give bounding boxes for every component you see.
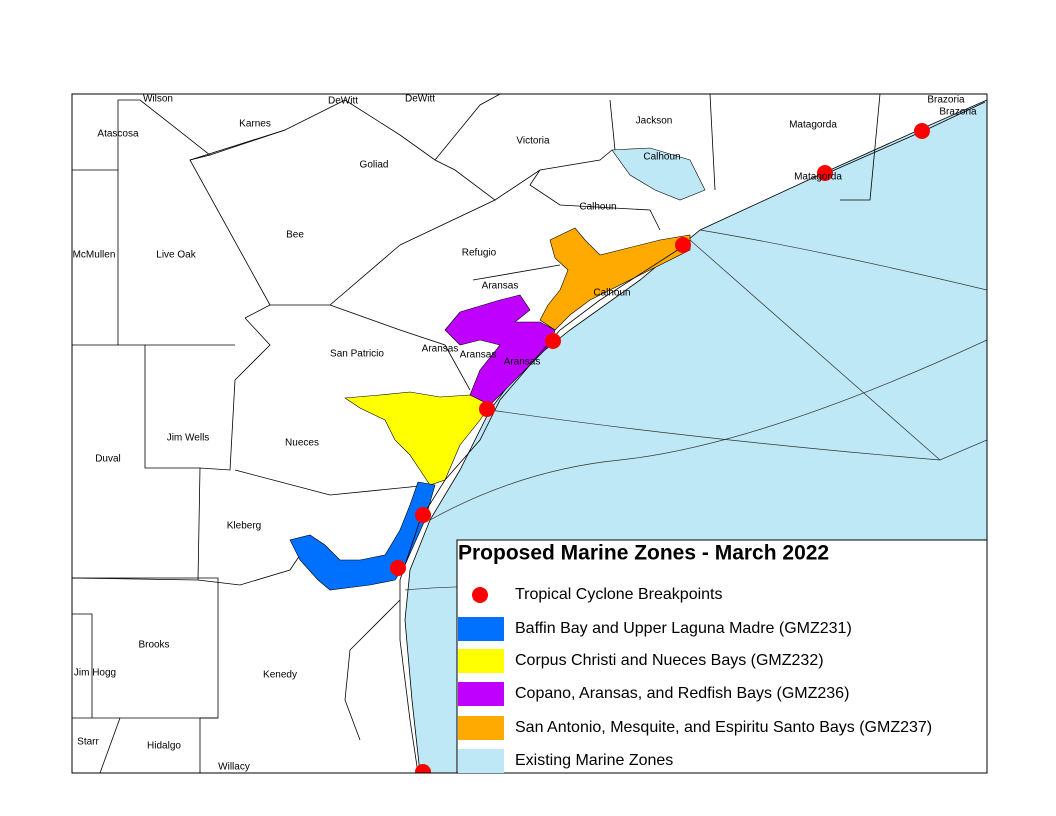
county-label: Matagorda [789, 120, 837, 131]
county-lines [72, 94, 881, 773]
breakpoint [390, 560, 406, 576]
county-label: Brazoria [927, 95, 965, 106]
county-label: DeWitt [405, 94, 435, 105]
zone-gmz236 [444, 294, 556, 406]
legend-swatch [458, 617, 504, 641]
breakpoint [415, 764, 431, 773]
county-label: Bee [286, 230, 304, 241]
legend-label: Baffin Bay and Upper Laguna Madre (GMZ23… [515, 620, 852, 637]
county-label: Duval [95, 454, 121, 465]
legend-dot [472, 587, 488, 603]
county-label: Calhoun [643, 152, 680, 163]
county-label: Aransas [460, 350, 497, 361]
zone-gmz232 [344, 391, 491, 486]
legend-label: Copano, Aransas, and Redfish Bays (GMZ23… [515, 685, 849, 702]
breakpoint [545, 333, 561, 349]
county-label: San Patricio [330, 349, 384, 360]
legend-label: Tropical Cyclone Breakpoints [515, 586, 723, 603]
legend-swatch [458, 716, 504, 740]
county-label: Jim Wells [167, 433, 210, 444]
legend-swatch [458, 749, 504, 773]
legend: Proposed Marine Zones - March 2022 Tropi… [456, 539, 988, 774]
county-label: Karnes [239, 119, 271, 130]
county-label: Victoria [516, 136, 550, 147]
county-label: Calhoun [593, 288, 630, 299]
county-label: Kenedy [263, 670, 297, 681]
county-label: Atascosa [97, 129, 139, 140]
legend-box [456, 539, 988, 774]
county-label: Jackson [636, 116, 673, 127]
legend-title: Proposed Marine Zones - March 2022 [458, 542, 829, 565]
county-label: Goliad [360, 160, 389, 171]
county-label: Hidalgo [147, 741, 181, 752]
legend-swatch [458, 649, 504, 673]
county-label: Starr [77, 737, 99, 748]
breakpoints [390, 123, 930, 773]
county-label: Kleberg [227, 521, 261, 532]
county-label: Wilson [143, 94, 173, 105]
breakpoint [675, 237, 691, 253]
barrier-island [344, 101, 986, 773]
zone-gmz237 [539, 227, 691, 331]
legend-label: Existing Marine Zones [515, 752, 673, 769]
breakpoint [817, 165, 833, 181]
county-label: McMullen [73, 250, 116, 261]
county-label: Brazoria [939, 107, 977, 118]
county-label: Jim Hogg [74, 668, 116, 679]
breakpoint [914, 123, 930, 139]
legend-label: Corpus Christi and Nueces Bays (GMZ232) [515, 652, 824, 669]
county-label: Matagorda [794, 172, 842, 183]
county-label: Nueces [285, 438, 319, 449]
county-label: Calhoun [579, 202, 616, 213]
county-label: Aransas [482, 281, 519, 292]
county-label: Refugio [462, 248, 497, 259]
county-label: Aransas [504, 357, 541, 368]
county-label: Willacy [218, 762, 250, 773]
legend-label: San Antonio, Mesquite, and Espiritu Sant… [515, 719, 932, 736]
legend-swatch [458, 682, 504, 706]
inland-bay [611, 147, 706, 201]
county-label: Aransas [422, 344, 459, 355]
county-label: Brooks [138, 640, 169, 651]
breakpoint [415, 507, 431, 523]
county-label: DeWitt [328, 96, 358, 107]
breakpoint [479, 401, 495, 417]
county-label: Live Oak [156, 250, 196, 261]
